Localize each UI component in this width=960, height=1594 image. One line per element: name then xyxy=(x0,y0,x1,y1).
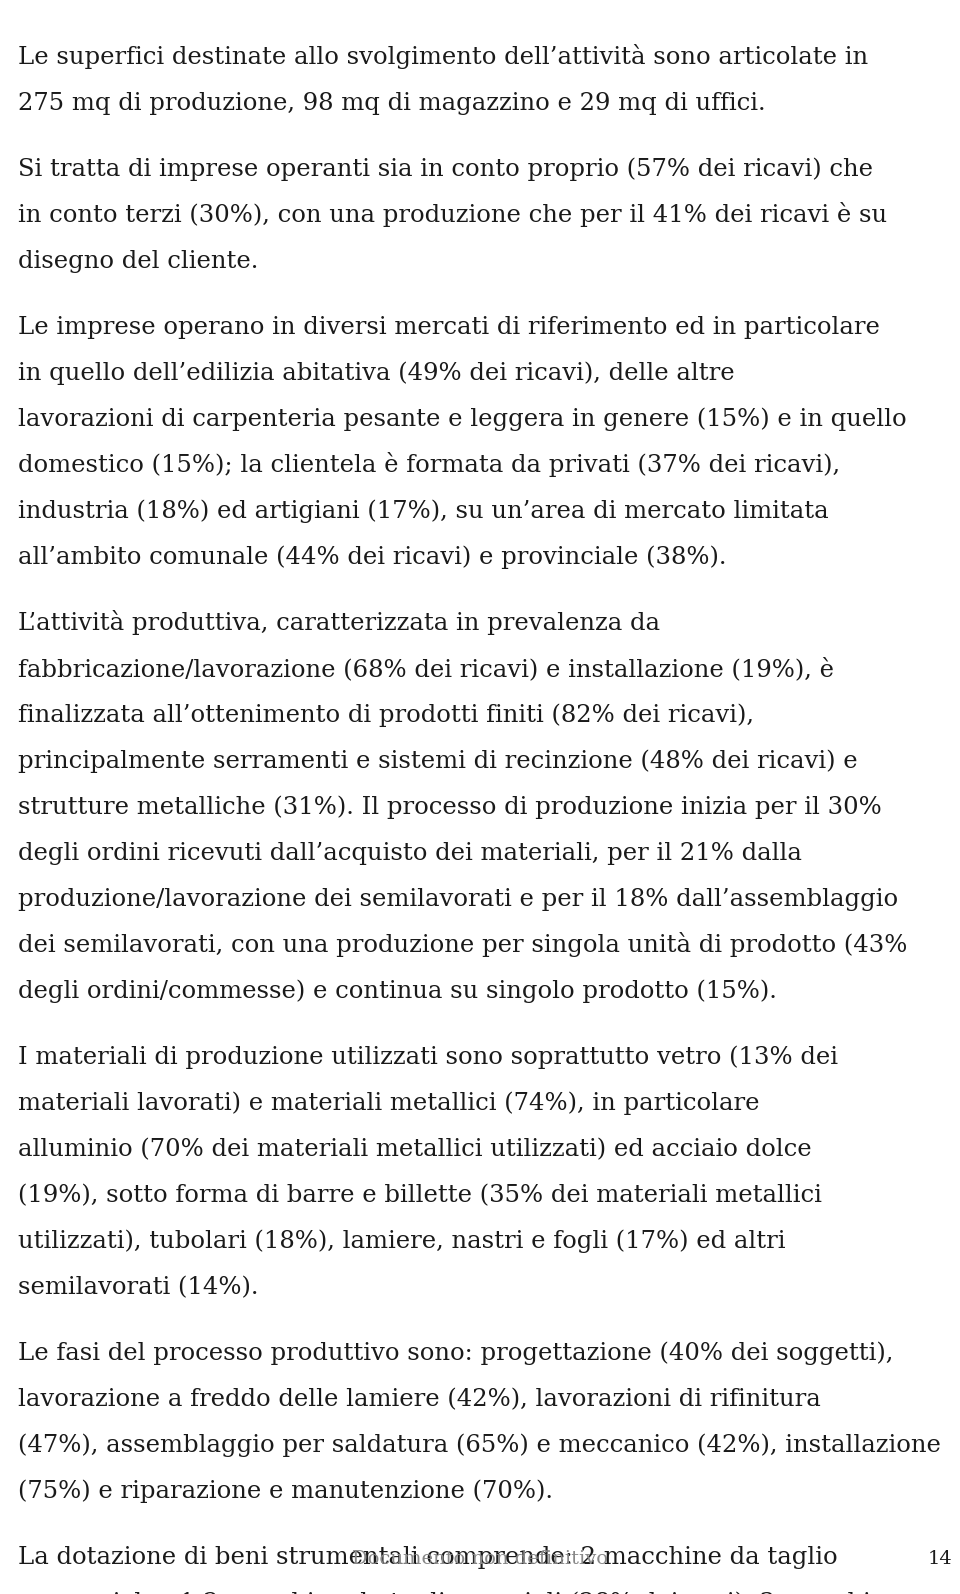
Text: meccaniche, 1-2 macchine da taglio speciali (28% dei casi), 3 macchine: meccaniche, 1-2 macchine da taglio speci… xyxy=(18,1591,900,1594)
Text: Le fasi del processo produttivo sono: progettazione (40% dei soggetti),: Le fasi del processo produttivo sono: pr… xyxy=(18,1342,894,1364)
Text: dei semilavorati, con una produzione per singola unità di prodotto (43%: dei semilavorati, con una produzione per… xyxy=(18,932,907,956)
Text: L’attività produttiva, caratterizzata in prevalenza da: L’attività produttiva, caratterizzata in… xyxy=(18,611,660,634)
Text: fabbricazione/lavorazione (68% dei ricavi) e installazione (19%), è: fabbricazione/lavorazione (68% dei ricav… xyxy=(18,657,834,681)
Text: degli ordini/commesse) e continua su singolo prodotto (15%).: degli ordini/commesse) e continua su sin… xyxy=(18,979,777,1003)
Text: (19%), sotto forma di barre e billette (35% dei materiali metallici: (19%), sotto forma di barre e billette (… xyxy=(18,1184,822,1207)
Text: industria (18%) ed artigiani (17%), su un’area di mercato limitata: industria (18%) ed artigiani (17%), su u… xyxy=(18,499,828,523)
Text: degli ordini ricevuti dall’acquisto dei materiali, per il 21% dalla: degli ordini ricevuti dall’acquisto dei … xyxy=(18,842,802,866)
Text: materiali lavorati) e materiali metallici (74%), in particolare: materiali lavorati) e materiali metallic… xyxy=(18,1092,759,1114)
Text: I materiali di produzione utilizzati sono soprattutto vetro (13% dei: I materiali di produzione utilizzati son… xyxy=(18,1046,838,1070)
Text: Le imprese operano in diversi mercati di riferimento ed in particolare: Le imprese operano in diversi mercati di… xyxy=(18,316,880,340)
Text: disegno del cliente.: disegno del cliente. xyxy=(18,250,258,273)
Text: domestico (15%); la clientela è formata da privati (37% dei ricavi),: domestico (15%); la clientela è formata … xyxy=(18,453,840,477)
Text: 14: 14 xyxy=(927,1549,952,1568)
Text: all’ambito comunale (44% dei ricavi) e provinciale (38%).: all’ambito comunale (44% dei ricavi) e p… xyxy=(18,545,727,569)
Text: La dotazione di beni strumentali comprende: 2 macchine da taglio: La dotazione di beni strumentali compren… xyxy=(18,1546,838,1568)
Text: lavorazioni di carpenteria pesante e leggera in genere (15%) e in quello: lavorazioni di carpenteria pesante e leg… xyxy=(18,408,906,430)
Text: in conto terzi (30%), con una produzione che per il 41% dei ricavi è su: in conto terzi (30%), con una produzione… xyxy=(18,202,887,226)
Text: semilavorati (14%).: semilavorati (14%). xyxy=(18,1277,258,1299)
Text: principalmente serramenti e sistemi di recinzione (48% dei ricavi) e: principalmente serramenti e sistemi di r… xyxy=(18,749,857,773)
Text: alluminio (70% dei materiali metallici utilizzati) ed acciaio dolce: alluminio (70% dei materiali metallici u… xyxy=(18,1138,811,1160)
Text: Documento non definitivo: Documento non definitivo xyxy=(352,1549,608,1568)
Text: finalizzata all’ottenimento di prodotti finiti (82% dei ricavi),: finalizzata all’ottenimento di prodotti … xyxy=(18,703,754,727)
Text: strutture metalliche (31%). Il processo di produzione inizia per il 30%: strutture metalliche (31%). Il processo … xyxy=(18,795,881,819)
Text: produzione/lavorazione dei semilavorati e per il 18% dall’assemblaggio: produzione/lavorazione dei semilavorati … xyxy=(18,888,899,912)
Text: in quello dell’edilizia abitativa (49% dei ricavi), delle altre: in quello dell’edilizia abitativa (49% d… xyxy=(18,362,734,386)
Text: lavorazione a freddo delle lamiere (42%), lavorazioni di rifinitura: lavorazione a freddo delle lamiere (42%)… xyxy=(18,1388,821,1411)
Text: Le superfici destinate allo svolgimento dell’attività sono articolate in: Le superfici destinate allo svolgimento … xyxy=(18,45,868,69)
Text: Si tratta di imprese operanti sia in conto proprio (57% dei ricavi) che: Si tratta di imprese operanti sia in con… xyxy=(18,158,873,182)
Text: (47%), assemblaggio per saldatura (65%) e meccanico (42%), installazione: (47%), assemblaggio per saldatura (65%) … xyxy=(18,1433,941,1457)
Text: 275 mq di produzione, 98 mq di magazzino e 29 mq di uffici.: 275 mq di produzione, 98 mq di magazzino… xyxy=(18,92,766,115)
Text: utilizzati), tubolari (18%), lamiere, nastri e fogli (17%) ed altri: utilizzati), tubolari (18%), lamiere, na… xyxy=(18,1229,785,1253)
Text: (75%) e riparazione e manutenzione (70%).: (75%) e riparazione e manutenzione (70%)… xyxy=(18,1479,553,1503)
